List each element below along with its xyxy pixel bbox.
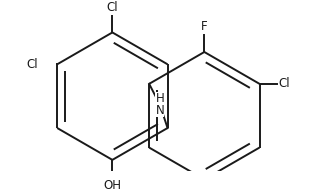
Text: Cl: Cl xyxy=(27,58,38,71)
Text: F: F xyxy=(201,20,208,33)
Text: H
N: H N xyxy=(156,92,164,117)
Text: Cl: Cl xyxy=(278,77,290,90)
Text: Cl: Cl xyxy=(107,1,118,14)
Text: OH: OH xyxy=(103,179,121,192)
